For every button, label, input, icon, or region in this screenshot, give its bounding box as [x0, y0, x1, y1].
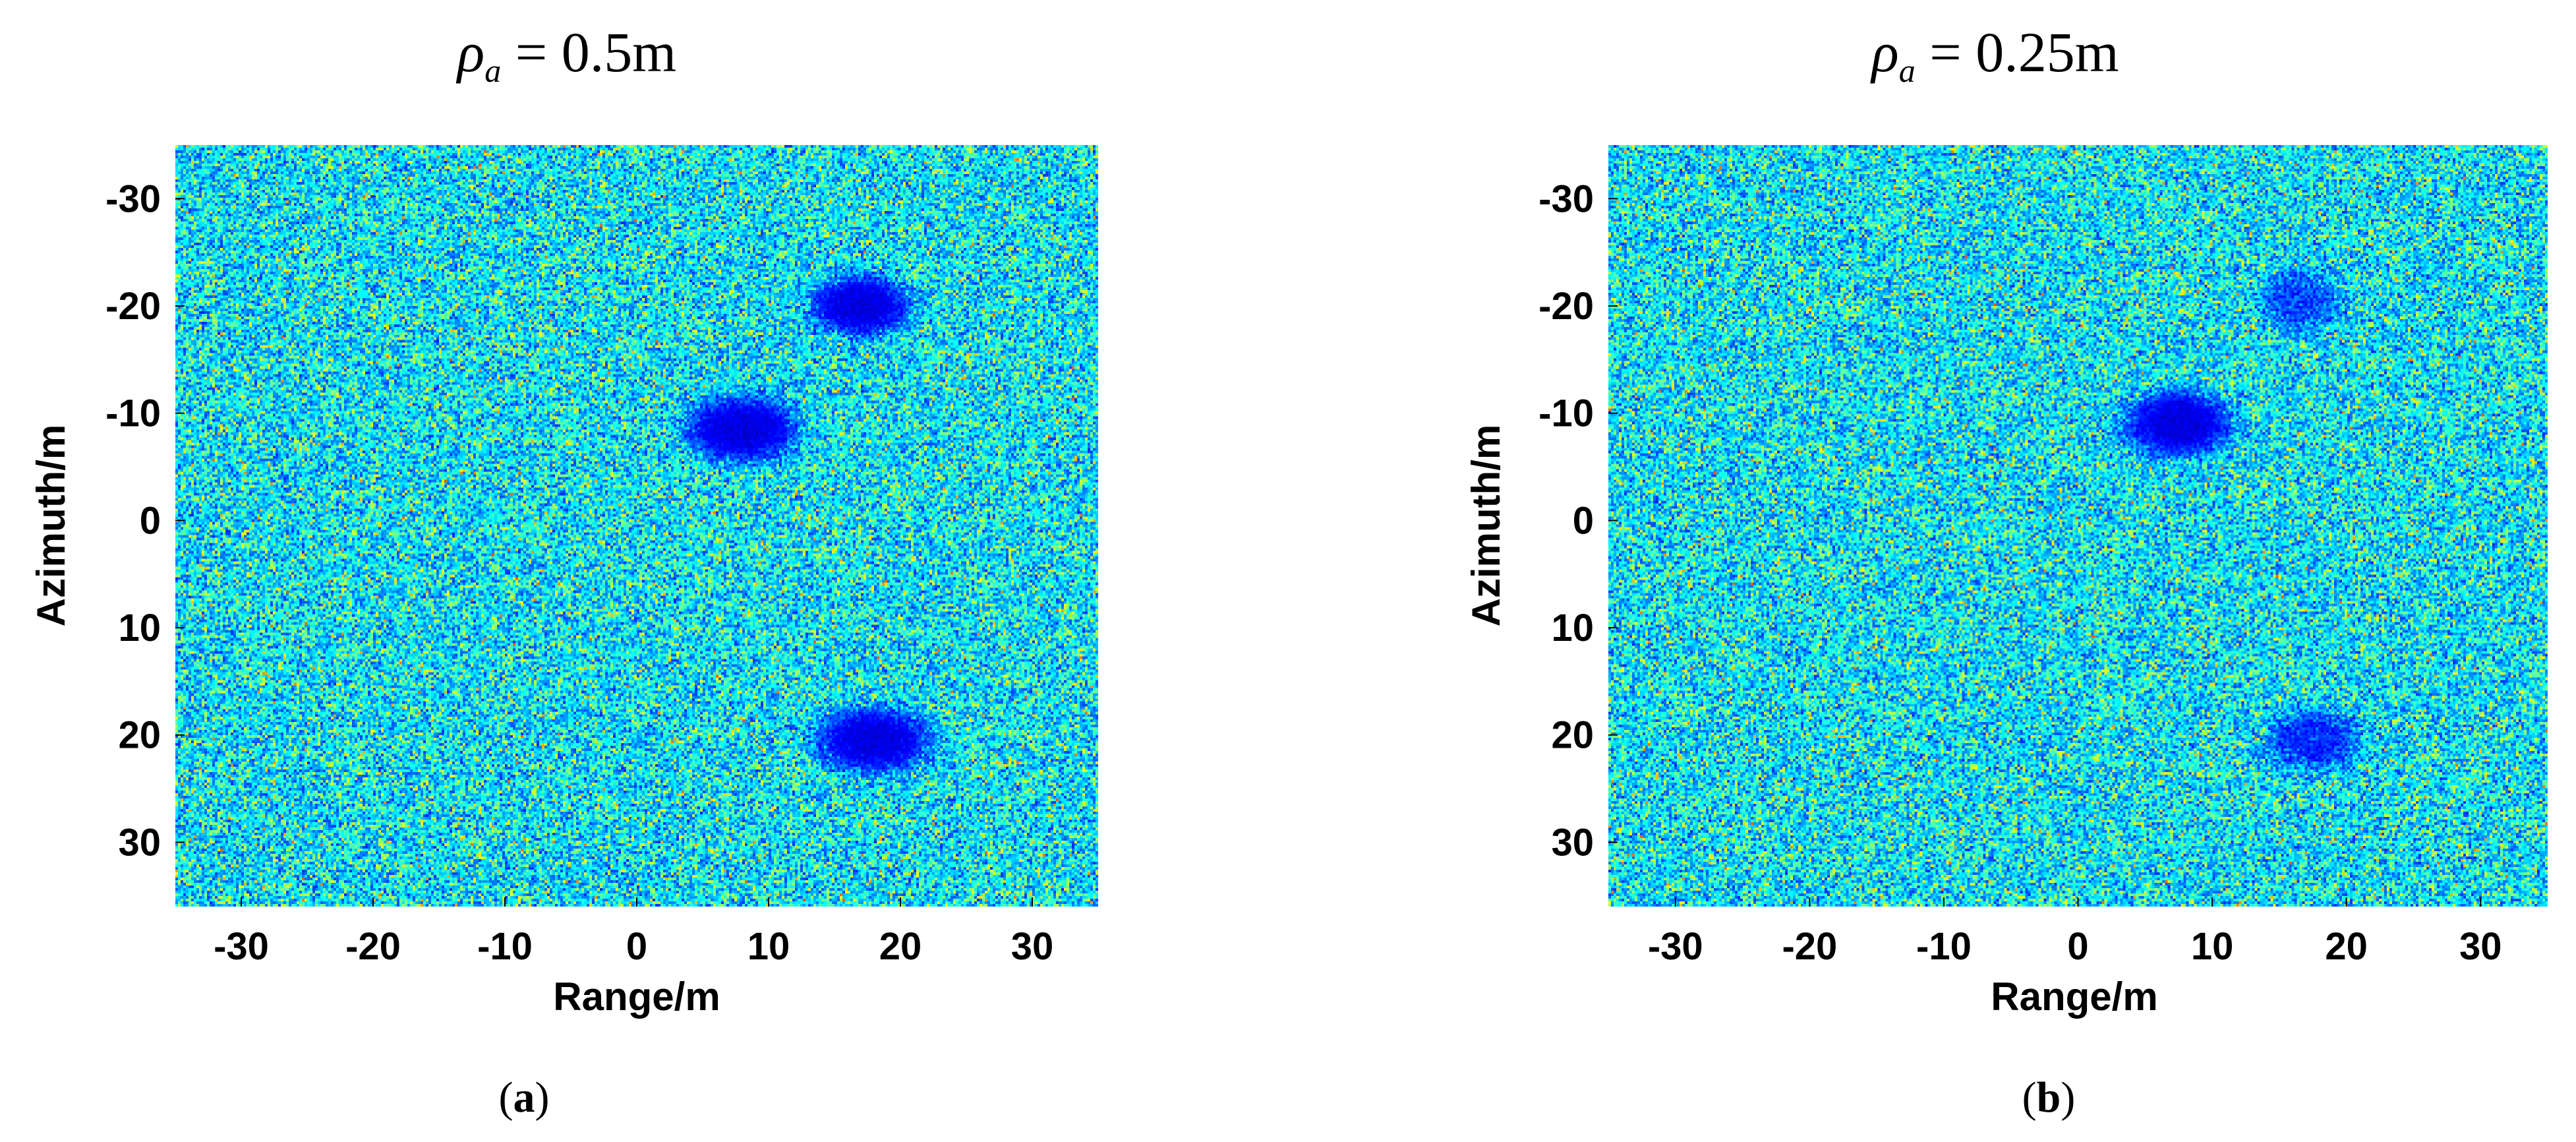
ticks-b: -30 -20 -10 0 10 20 30 -30 -20 -10 0 10 20 30 [1538, 177, 2502, 968]
caption-b-close: ) [2061, 1073, 2075, 1122]
x-tick-label-a: -30 [214, 925, 269, 968]
x-tick-label-b: 10 [2191, 925, 2234, 968]
y-tick-label-b: -10 [1538, 392, 1594, 435]
title-b-subscript: a [1899, 52, 1916, 89]
y-tick-label-b: 20 [1551, 714, 1594, 757]
x-tick-label-b: 30 [2459, 925, 2502, 968]
x-tick-label-b: 0 [2067, 925, 2088, 968]
x-tick-label-b: -20 [1782, 925, 1837, 968]
plot-area-b: -30 -20 -10 0 10 20 30 -30 -20 -10 0 10 20 30 [1538, 145, 2548, 968]
heatmap-canvas-b [1608, 145, 2548, 907]
y-tick-label-b: 10 [1551, 607, 1594, 649]
plot-area-a: -30 -20 -10 0 10 20 30 -30 -20 -10 0 10 20 30 [105, 145, 1098, 968]
caption-a-letter: a [513, 1073, 535, 1122]
y-tick-label-a: 30 [118, 821, 161, 864]
y-tick-label-b: 30 [1551, 821, 1594, 864]
title-a-subscript: a [484, 52, 501, 89]
ylabel-a: Azimuth/m [29, 425, 73, 627]
x-tick-label-a: -10 [477, 925, 533, 968]
x-tick-label-b: 20 [2325, 925, 2368, 968]
heatmap-a [175, 145, 1098, 907]
title-a-value: = 0.5m [501, 20, 676, 84]
y-tick-label-a: 20 [118, 714, 161, 757]
heatmap-b [1608, 145, 2548, 907]
y-tick-label-a: 10 [118, 607, 161, 649]
caption-b-letter: b [2037, 1073, 2061, 1122]
x-tick-label-b: -30 [1648, 925, 1703, 968]
y-tick-label-a: -20 [105, 285, 161, 328]
caption-a: (a) [499, 1073, 550, 1122]
ylabel-b: Azimuth/m [1464, 425, 1508, 627]
caption-b-open: ( [2022, 1073, 2037, 1122]
y-tick-label-b: -30 [1538, 177, 1594, 220]
y-tick-label-a: 0 [140, 499, 161, 542]
x-tick-label-a: 0 [626, 925, 647, 968]
y-tick-label-b: -20 [1538, 285, 1594, 328]
x-tick-label-a: 30 [1011, 925, 1054, 968]
panel-a: ρa = 0.5m -30 -20 -10 0 10 20 30-30-20-1001020… [29, 20, 1098, 1122]
caption-a-open: ( [499, 1073, 513, 1122]
caption-a-close: ) [535, 1073, 550, 1122]
y-tick-label-a: -10 [105, 392, 161, 435]
caption-b: (b) [2022, 1073, 2076, 1122]
x-tick-label-b: -10 [1916, 925, 1972, 968]
ticks-a: -30 -20 -10 0 10 20 30 -30 -20 -10 0 10 20 30 [105, 177, 1053, 968]
y-tick-label-b: 0 [1573, 499, 1594, 542]
x-tick-label-a: -20 [345, 925, 401, 968]
heatmap-canvas-a [175, 145, 1098, 907]
xlabel-b: Range/m [1991, 975, 2157, 1019]
xlabel-a: Range/m [553, 975, 720, 1019]
y-tick-label-a: -30 [105, 177, 161, 220]
title-b-value: = 0.25m [1916, 20, 2119, 84]
title-b-symbol: ρ [1869, 20, 1898, 84]
title-a: ρa = 0.5m [455, 20, 676, 89]
title-b: ρa = 0.25m [1869, 20, 2119, 89]
panel-b: ρa = 0.25m -30 -20 -10 0 10 20 30 -30 -20 -10 0 10 2… [1464, 20, 2548, 1122]
title-a-symbol: ρ [455, 20, 484, 84]
x-tick-label-a: 20 [879, 925, 922, 968]
x-tick-label-a: 10 [747, 925, 790, 968]
